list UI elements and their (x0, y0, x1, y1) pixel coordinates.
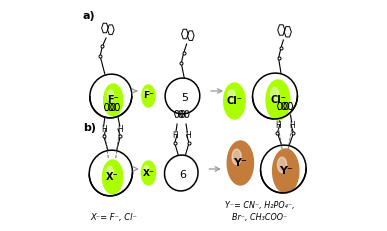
Ellipse shape (142, 85, 155, 107)
Ellipse shape (103, 160, 123, 194)
Ellipse shape (266, 80, 290, 120)
Ellipse shape (272, 149, 299, 193)
Text: 6: 6 (180, 170, 187, 180)
Text: Y⁻: Y⁻ (233, 158, 247, 168)
Ellipse shape (232, 149, 241, 164)
Text: F⁻: F⁻ (143, 91, 154, 100)
Ellipse shape (141, 161, 156, 185)
Text: H: H (101, 125, 106, 134)
Text: H: H (275, 122, 281, 131)
Text: 5: 5 (181, 93, 188, 103)
Ellipse shape (224, 83, 245, 119)
Text: H: H (289, 122, 295, 131)
Text: Cl⁻: Cl⁻ (226, 96, 242, 106)
Ellipse shape (107, 90, 114, 101)
Ellipse shape (144, 165, 149, 174)
Text: Cl⁻: Cl⁻ (270, 95, 286, 105)
Text: Y⁻: Y⁻ (279, 166, 293, 176)
Text: b): b) (83, 123, 96, 133)
Text: H: H (185, 131, 191, 140)
Text: H: H (117, 125, 123, 134)
Text: a): a) (83, 11, 96, 21)
Ellipse shape (144, 89, 149, 97)
Ellipse shape (271, 87, 279, 101)
Ellipse shape (228, 90, 235, 102)
Ellipse shape (277, 157, 287, 173)
Text: X⁻= F⁻, Cl⁻: X⁻= F⁻, Cl⁻ (91, 213, 137, 222)
Ellipse shape (106, 166, 113, 178)
Text: H: H (173, 131, 178, 140)
Ellipse shape (104, 84, 123, 116)
Text: X⁻: X⁻ (142, 168, 154, 177)
Text: Y⁻= CN⁻, H₂PO₄⁻,
Br⁻, CH₃COO⁻: Y⁻= CN⁻, H₂PO₄⁻, Br⁻, CH₃COO⁻ (225, 201, 295, 222)
Text: F⁻: F⁻ (107, 95, 119, 105)
Text: X⁻: X⁻ (106, 172, 119, 182)
Ellipse shape (227, 141, 253, 185)
